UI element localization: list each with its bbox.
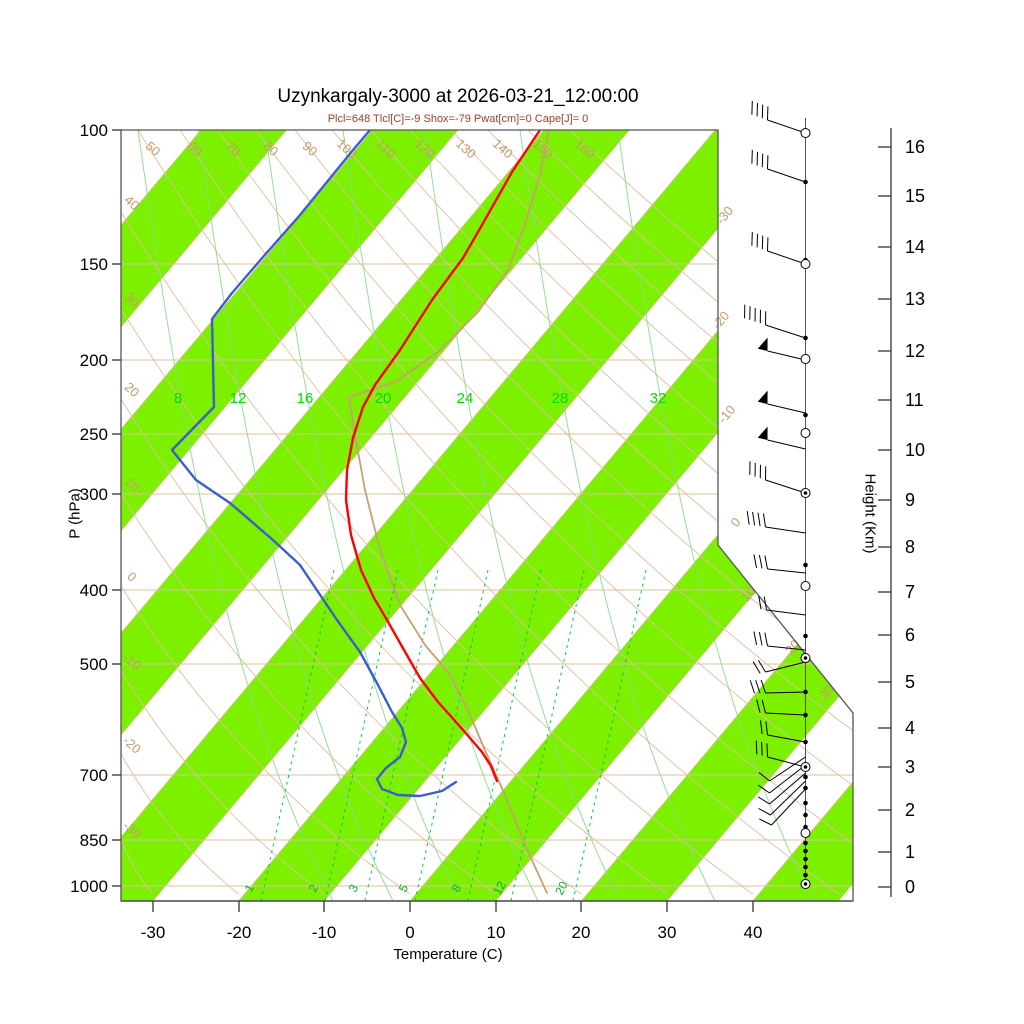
svg-text:5: 5: [396, 882, 412, 895]
svg-text:12: 12: [905, 341, 925, 361]
svg-text:4: 4: [905, 718, 915, 738]
svg-text:500: 500: [80, 655, 108, 674]
svg-text:2: 2: [905, 800, 915, 820]
svg-text:0: 0: [905, 877, 915, 897]
svg-text:250: 250: [80, 425, 108, 444]
svg-text:0: 0: [124, 569, 139, 585]
svg-text:15: 15: [905, 186, 925, 206]
svg-text:32: 32: [650, 390, 667, 407]
temperature-axis: -30 -20 -10 0 10 20 30 40: [121, 900, 853, 942]
svg-text:11: 11: [905, 390, 924, 410]
temperature-axis-label: Temperature (C): [393, 946, 503, 963]
svg-text:150: 150: [80, 255, 108, 274]
svg-text:-10: -10: [312, 923, 337, 942]
svg-text:140: 140: [490, 136, 516, 162]
svg-text:0: 0: [727, 515, 743, 530]
svg-text:9: 9: [905, 490, 915, 510]
svg-text:130: 130: [453, 136, 479, 162]
svg-text:1000: 1000: [70, 877, 108, 896]
svg-text:28: 28: [552, 390, 569, 407]
svg-text:10: 10: [487, 923, 506, 942]
svg-text:30: 30: [658, 923, 677, 942]
svg-text:-20: -20: [709, 308, 733, 332]
svg-text:700: 700: [80, 766, 108, 785]
svg-text:12: 12: [490, 879, 509, 898]
pressure-axis: 100 150 200 250 300 400 500 700 850 1000: [70, 121, 121, 896]
svg-text:13: 13: [905, 289, 925, 309]
svg-text:12: 12: [230, 390, 247, 407]
svg-text:6: 6: [905, 625, 915, 645]
svg-text:-20: -20: [120, 733, 144, 757]
wind-barbs: [744, 101, 811, 889]
svg-text:0: 0: [405, 923, 414, 942]
svg-text:20: 20: [375, 390, 392, 407]
chart-title: Uzynkargaly-3000 at 2026-03-21_12:00:00: [277, 86, 639, 107]
svg-text:1: 1: [905, 842, 915, 862]
svg-text:3: 3: [346, 882, 362, 895]
svg-text:8: 8: [174, 390, 182, 407]
sounding-stats-line: Plcl=648 Tlcl[C]=-9 Shox=-79 Pwat[cm]=0 …: [327, 113, 589, 125]
svg-text:5: 5: [905, 672, 915, 692]
svg-text:16: 16: [297, 390, 314, 407]
svg-text:7: 7: [905, 582, 915, 602]
svg-text:24: 24: [457, 390, 474, 407]
svg-text:8: 8: [905, 537, 915, 557]
svg-text:-20: -20: [227, 923, 252, 942]
svg-text:3: 3: [905, 757, 915, 777]
temperature-curve: [344, 130, 542, 783]
svg-text:850: 850: [80, 831, 108, 850]
svg-text:300: 300: [80, 485, 108, 504]
svg-text:200: 200: [80, 351, 108, 370]
isotherm-stripes: [121, 130, 853, 901]
svg-text:100: 100: [80, 121, 108, 140]
svg-text:14: 14: [905, 237, 925, 257]
parcel-trace-curve: [348, 130, 550, 894]
svg-text:-30: -30: [141, 923, 166, 942]
svg-text:10: 10: [905, 440, 925, 460]
svg-text:20: 20: [552, 879, 571, 898]
svg-text:50: 50: [143, 138, 164, 159]
svg-text:20: 20: [572, 923, 591, 942]
svg-text:90: 90: [300, 138, 321, 159]
svg-text:400: 400: [80, 581, 108, 600]
mixing-ratio-lines: [260, 569, 647, 901]
svg-text:40: 40: [744, 923, 763, 942]
svg-text:20: 20: [122, 379, 143, 400]
svg-text:16: 16: [905, 137, 925, 157]
moist-mixing-labels: 8 12 16 20 24 28 321 2 3 5 8 12 20: [174, 390, 667, 897]
dewpoint-curve: [170, 130, 458, 798]
